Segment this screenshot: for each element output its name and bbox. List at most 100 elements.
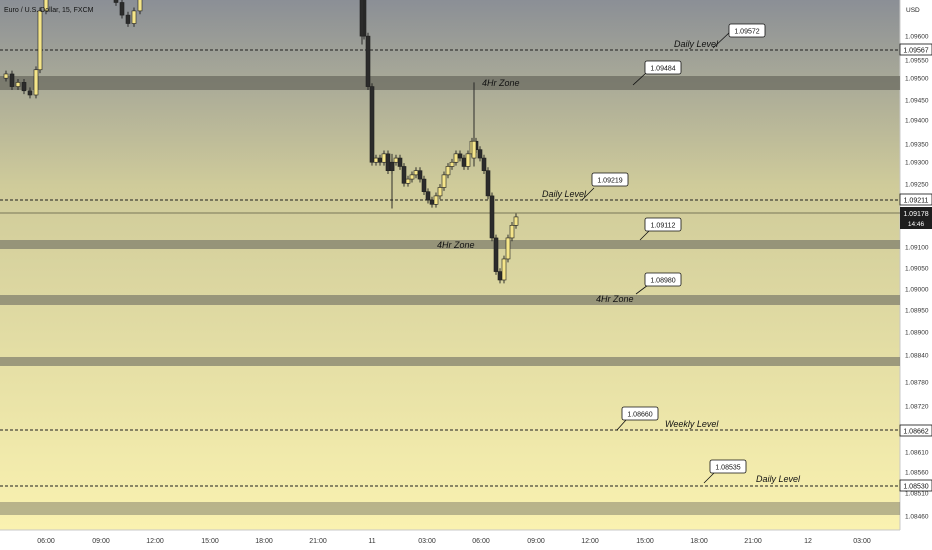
- last-price-value: 1.09178: [903, 211, 928, 218]
- price-tick-label: 1.09250: [905, 182, 929, 189]
- last-price-tag: [900, 207, 932, 229]
- callout-pointer: [632, 72, 647, 86]
- callout-pointer: [581, 187, 595, 201]
- time-tick-label: 15:00: [201, 538, 219, 545]
- candle-bear: [421, 178, 427, 192]
- callout-box[interactable]: [591, 172, 629, 187]
- chart-title: Euro / U.S. Dollar, 15, FXCM: [4, 7, 94, 14]
- candle-bull: [437, 187, 443, 197]
- price-tag-value: 1.09567: [903, 47, 928, 54]
- candle-bear: [397, 157, 403, 167]
- candle-bear: [417, 170, 423, 180]
- candle-bear: [365, 35, 371, 87]
- callout-pointer: [616, 419, 627, 431]
- price-tick-label: 1.09450: [905, 98, 929, 105]
- candle-bear: [429, 199, 435, 205]
- price-tick-label: 1.08900: [905, 330, 929, 337]
- candle-bull: [413, 170, 419, 176]
- price-tick-label: 1.09600: [905, 34, 929, 41]
- candle-bear: [113, 0, 119, 3]
- callout-pointer: [635, 284, 649, 295]
- candle-bear: [119, 2, 125, 16]
- time-tick-label: 18:00: [690, 538, 708, 545]
- zone-label-upper: 4Hr Zone: [482, 78, 520, 88]
- price-tick-label: 1.08610: [905, 450, 929, 457]
- time-tick-label: 06:00: [37, 538, 55, 545]
- callout-pointer: [639, 230, 650, 241]
- candle-bear: [9, 73, 15, 87]
- level-label-weekly: Weekly Level: [665, 419, 719, 429]
- time-tick-label: 18:00: [255, 538, 273, 545]
- candle-bear: [477, 149, 483, 159]
- time-tick-label: 21:00: [744, 538, 762, 545]
- level-label-daily-2: Daily Level: [542, 189, 587, 199]
- callout-value: 1.09219: [597, 178, 622, 185]
- candle-bull: [449, 161, 455, 167]
- callout-pointer: [712, 31, 731, 49]
- callout-box[interactable]: [728, 23, 766, 38]
- candle-bull: [43, 0, 49, 12]
- candle-bear: [489, 195, 495, 239]
- candle-bear: [493, 237, 499, 272]
- price-tags: 1.09567 1.09211 1.09178 14:46 1.08662 1.…: [899, 43, 932, 492]
- time-tick-label: 12: [804, 538, 812, 545]
- callout-box[interactable]: [621, 406, 659, 421]
- price-tag-value: 1.08530: [903, 483, 928, 490]
- zone-unlabeled-1: [0, 357, 900, 366]
- price-tick-label: 1.09000: [905, 287, 929, 294]
- zone-label-middle: 4Hr Zone: [437, 240, 475, 250]
- price-tag: [899, 424, 932, 437]
- price-tag: [899, 479, 932, 492]
- time-tick-label: 09:00: [527, 538, 545, 545]
- candle-bear: [497, 271, 503, 281]
- callout-value: 1.08535: [715, 465, 740, 472]
- time-tick-label: 06:00: [472, 538, 490, 545]
- callout-box[interactable]: [644, 217, 682, 232]
- candle-bull: [131, 10, 137, 24]
- time-axis-ticks: 06:00 09:00 12:00 15:00 18:00 21:00 11 03:00 06:…: [37, 538, 871, 545]
- callout-value: 1.08980: [650, 278, 675, 285]
- time-axis-panel: [0, 530, 900, 550]
- time-tick-label: 12:00: [146, 538, 164, 545]
- time-tick-label: 21:00: [309, 538, 327, 545]
- candle-bull: [33, 69, 39, 96]
- candle-bear: [401, 166, 407, 184]
- callout-box[interactable]: [644, 60, 682, 75]
- price-tick-label: 1.08950: [905, 308, 929, 315]
- price-tick-label: 1.09550: [905, 58, 929, 65]
- zone-labels: 4Hr Zone 4Hr Zone 4Hr Zone: [437, 78, 634, 304]
- candle-bull: [393, 157, 399, 163]
- time-tick-label: 15:00: [636, 538, 654, 545]
- candle-bear: [425, 191, 431, 201]
- zone-unlabeled-2: [0, 502, 900, 515]
- level-label-daily-1: Daily Level: [674, 39, 719, 49]
- candle-bear: [457, 153, 463, 159]
- candle-bull: [405, 178, 411, 184]
- price-tick-label: 1.08460: [905, 514, 929, 521]
- candles-layer: [3, 0, 519, 284]
- callout-box[interactable]: [644, 272, 682, 287]
- currency-label: USD: [906, 7, 920, 14]
- price-axis-ticks: 1.09600 1.09550 1.09500 1.09450 1.09400 1.093…: [905, 34, 929, 521]
- candle-bull: [501, 258, 507, 281]
- price-axis-panel: [900, 0, 932, 550]
- candle-bear: [27, 90, 33, 96]
- callout-value: 1.09484: [650, 66, 675, 73]
- price-tick-label: 1.08720: [905, 404, 929, 411]
- price-tag-value: 1.09211: [904, 197, 929, 204]
- level-label-daily-3: Daily Level: [756, 474, 801, 484]
- candle-bear: [385, 153, 391, 171]
- price-tag-value: 1.08662: [903, 428, 928, 435]
- candle-bear: [389, 161, 395, 171]
- candle-bear: [125, 14, 131, 24]
- callout-box[interactable]: [709, 459, 747, 474]
- candle-bear: [21, 82, 27, 92]
- candle-bull: [445, 166, 451, 176]
- candle-bull: [465, 153, 471, 167]
- candle-bull: [433, 195, 439, 205]
- price-tick-label: 1.08560: [905, 470, 929, 477]
- candle-bull: [513, 216, 519, 226]
- candle-bear: [377, 157, 383, 163]
- price-tick-label: 1.09500: [905, 76, 929, 83]
